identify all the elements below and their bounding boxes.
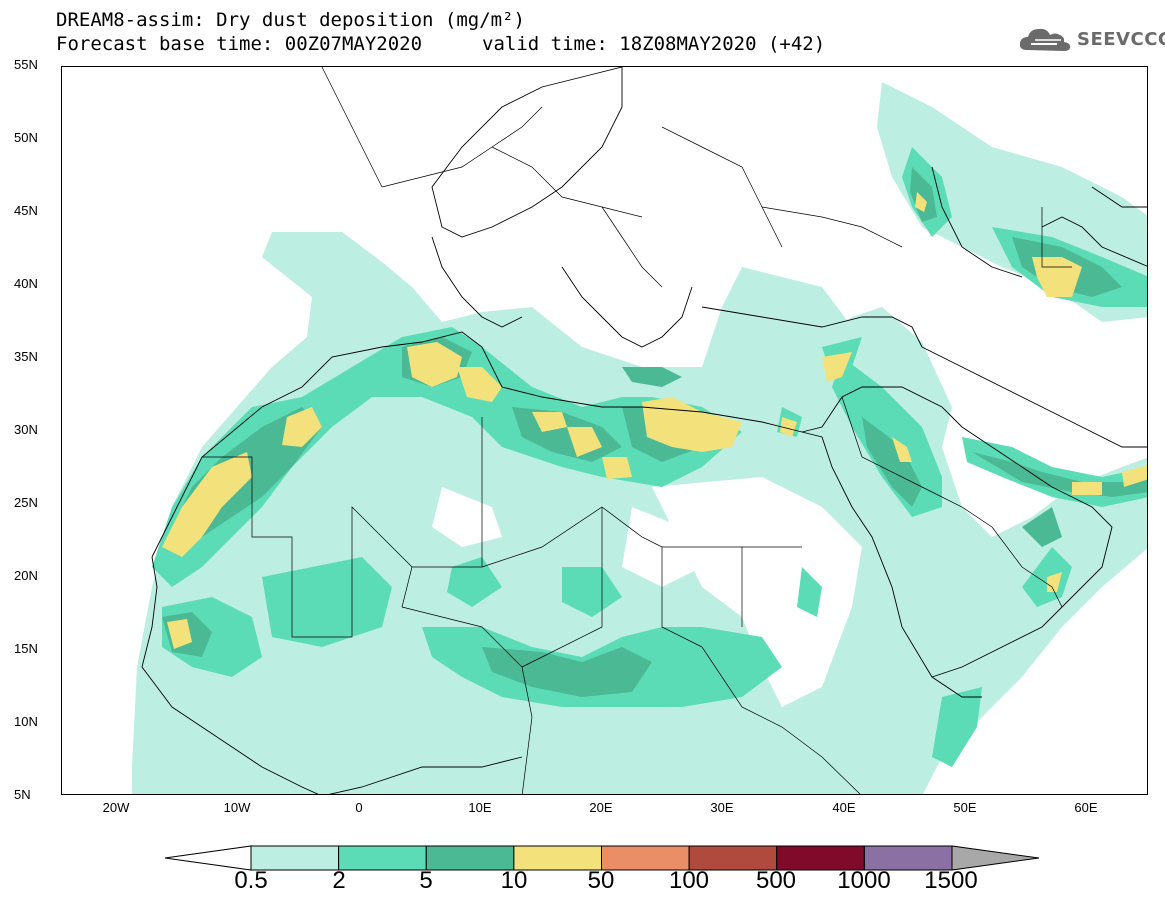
lat-label: 15N [14, 641, 38, 656]
lon-label: 30E [710, 800, 734, 815]
lon-label: 60E [1074, 800, 1098, 815]
logo-text: SEEVCCC [1077, 28, 1165, 50]
colorbar-swatch [425, 845, 515, 871]
lat-label: 45N [14, 203, 38, 218]
forecast-base-time: Forecast base time: 00Z07MAY2020 [56, 33, 423, 55]
coastlines-borders [141, 67, 1147, 794]
colorbar-label: 2 [332, 867, 346, 894]
colorbar-label: 1000 [837, 867, 891, 894]
colorbar-swatch [513, 845, 603, 871]
lat-label: 40N [14, 276, 38, 291]
colorbar-label: 5 [419, 867, 433, 894]
map-plot-area [61, 66, 1148, 795]
colorbar-swatch [338, 845, 427, 871]
lat-label: 50N [14, 130, 38, 145]
lat-label: 30N [14, 422, 38, 437]
colorbar-swatch [776, 845, 865, 871]
lat-label: 10N [14, 714, 38, 729]
political-borders [202, 67, 1072, 794]
valid-time: valid time: 18Z08MAY2020 (+42) [482, 33, 826, 55]
dust-deposition-map [132, 67, 1147, 794]
lon-label: 20E [589, 800, 613, 815]
colorbar-label: 10 [500, 867, 528, 894]
lat-label: 20N [14, 568, 38, 583]
colorbar [164, 845, 1040, 871]
lon-label: 50E [953, 800, 977, 815]
lat-label: 35N [14, 349, 38, 364]
lat-label: 55N [14, 57, 38, 72]
colorbar-swatch [250, 845, 340, 871]
contour-level-10 [162, 192, 1147, 649]
cloud-icon [1019, 28, 1071, 51]
lon-label: 20W [102, 800, 130, 815]
colorbar-label: 500 [755, 867, 797, 894]
lon-label: 0 [355, 800, 363, 815]
colorbar-label: 50 [587, 867, 615, 894]
map-title: DREAM8-assim: Dry dust deposition (mg/m²… [56, 9, 525, 31]
lon-label: 10E [468, 800, 492, 815]
lat-label: 5N [14, 787, 31, 802]
lon-label: 10W [223, 800, 251, 815]
colorbar-label: 0.5 [234, 867, 268, 894]
colorbar-swatch [863, 845, 953, 871]
colorbar-over-arrow [951, 845, 1040, 871]
colorbar-label: 1500 [924, 867, 978, 894]
lat-label: 25N [14, 495, 38, 510]
seevccc-logo: SEEVCCC [1017, 24, 1165, 54]
lon-label: 40E [832, 800, 856, 815]
colorbar-label: 100 [668, 867, 710, 894]
